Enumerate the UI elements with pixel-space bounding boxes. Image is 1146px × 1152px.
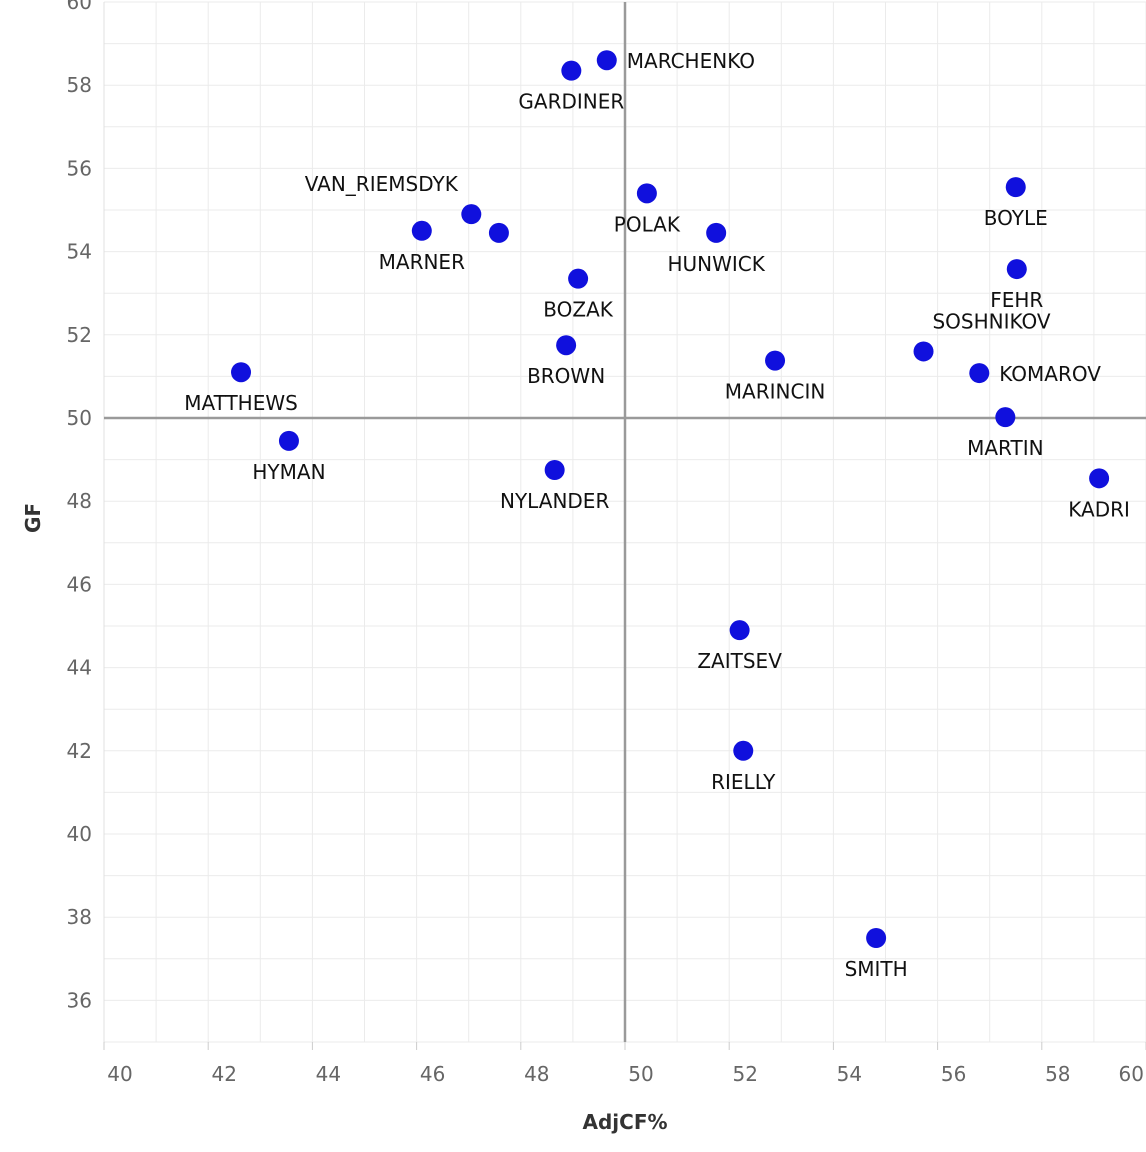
data-point	[561, 60, 582, 81]
data-point	[278, 430, 299, 451]
point-label: HUNWICK	[667, 252, 765, 276]
x-tick-label: 40	[107, 1062, 132, 1086]
data-point	[913, 341, 934, 362]
point-label: NYLANDER	[500, 489, 609, 513]
x-tick-label: 54	[837, 1062, 862, 1086]
x-tick-label: 44	[316, 1062, 341, 1086]
y-tick-label: 36	[67, 988, 92, 1012]
x-tick-label: 52	[732, 1062, 757, 1086]
x-axis-title: AdjCF%	[582, 1110, 667, 1134]
data-point	[231, 362, 252, 383]
data-point	[411, 220, 432, 241]
data-point	[556, 335, 577, 356]
data-point	[1006, 259, 1027, 280]
y-tick-label: 42	[67, 739, 92, 763]
data-point	[706, 222, 727, 243]
data-point	[596, 50, 617, 71]
point-label: MARNER	[379, 250, 465, 274]
y-tick-label: 38	[67, 905, 92, 929]
y-tick-label: 56	[67, 156, 92, 180]
data-points	[231, 50, 1110, 948]
point-label: FEHR	[990, 288, 1043, 312]
data-point	[729, 620, 750, 641]
y-axis: 36 38 40 42 44 46 48 50 52 54 56 58 60	[67, 0, 92, 1012]
y-tick-label: 44	[67, 656, 92, 680]
point-label: KADRI	[1068, 497, 1130, 521]
x-tick-label: 46	[420, 1062, 445, 1086]
y-tick-label: 50	[67, 406, 92, 430]
data-point	[568, 268, 589, 289]
data-point	[765, 350, 786, 371]
point-label: MATTHEWS	[184, 391, 298, 415]
data-point	[1089, 468, 1110, 489]
x-tick-label: 50	[628, 1062, 653, 1086]
y-axis-title: GF	[21, 503, 45, 533]
y-tick-label: 58	[67, 73, 92, 97]
y-tick-label: 46	[67, 572, 92, 596]
point-label: RIELLY	[711, 770, 776, 794]
y-tick-label: 48	[67, 489, 92, 513]
reference-lines	[104, 2, 1146, 1042]
x-axis: 40 42 44 46 48 50 52 54 56 58 60	[103, 1042, 1146, 1086]
x-tick-label: 48	[524, 1062, 549, 1086]
data-point	[461, 204, 482, 225]
data-point	[544, 460, 565, 480]
point-label: SOSHNIKOV	[932, 309, 1050, 333]
point-label: MARTIN	[967, 436, 1043, 460]
x-tick-label: 58	[1045, 1062, 1070, 1086]
point-label: BROWN	[527, 364, 605, 388]
point-label: GARDINER	[518, 90, 624, 114]
y-tick-label: 60	[67, 0, 92, 14]
x-tick-label: 56	[941, 1062, 966, 1086]
point-label: VAN_RIEMSDYK	[305, 172, 459, 196]
data-point	[733, 740, 754, 761]
y-tick-label: 52	[67, 323, 92, 347]
data-point	[636, 183, 657, 204]
x-tick-label: 42	[211, 1062, 236, 1086]
point-label: BOZAK	[543, 298, 613, 322]
point-label: HYMAN	[252, 460, 325, 484]
point-label: ZAITSEV	[697, 649, 782, 673]
point-label: MARINCIN	[725, 380, 826, 404]
y-tick-label: 54	[67, 240, 92, 264]
y-tick-label: 40	[67, 822, 92, 846]
point-label: BOYLE	[984, 206, 1048, 230]
data-point	[995, 407, 1016, 428]
point-label: KOMAROV	[999, 362, 1101, 386]
x-tick-label: 60	[1119, 1062, 1144, 1086]
data-point	[488, 222, 509, 243]
point-label: MARCHENKO	[627, 49, 755, 73]
data-point	[969, 363, 990, 384]
point-label: SMITH	[845, 957, 908, 981]
data-point	[1005, 177, 1026, 198]
data-point	[866, 928, 887, 948]
point-label: POLAK	[614, 212, 681, 236]
